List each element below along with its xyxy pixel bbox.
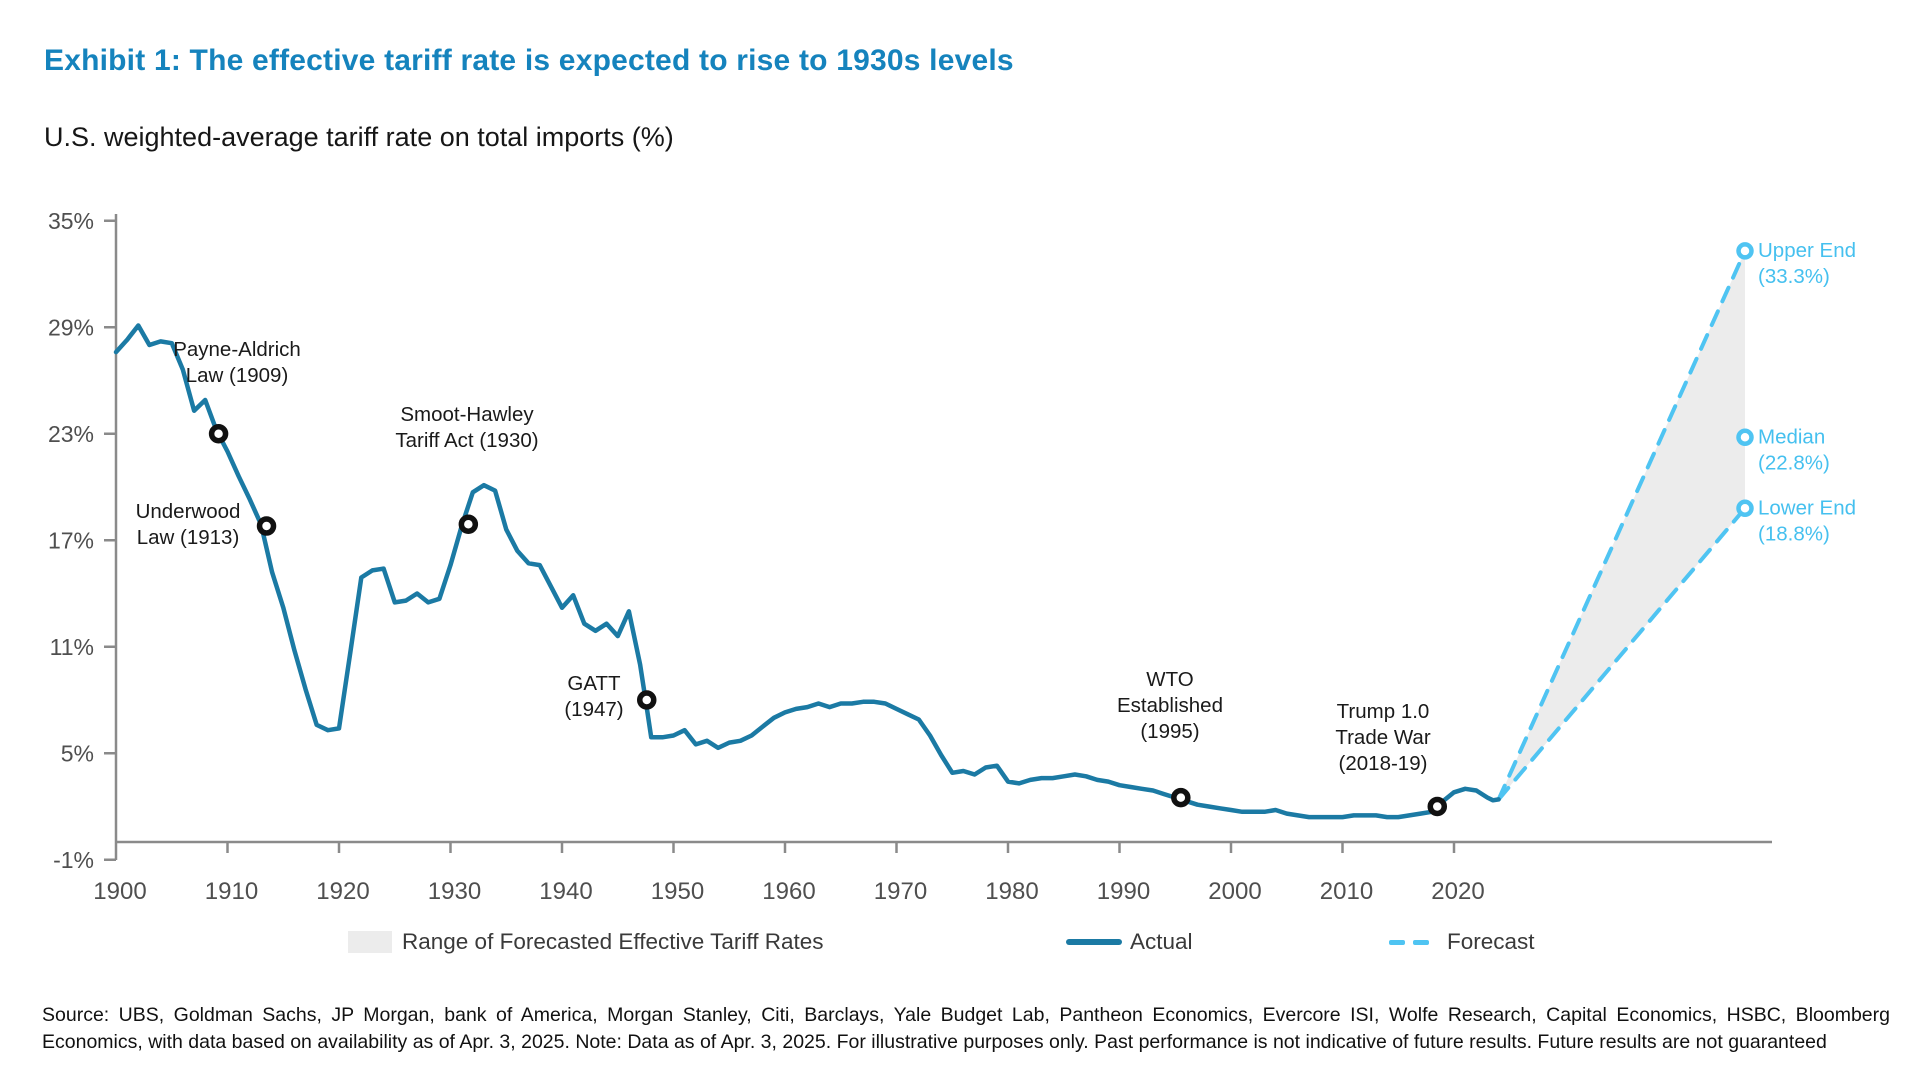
forecast-label: Lower End (18.8%)	[1758, 496, 1856, 545]
legend-range-label: Range of Forecasted Effective Tariff Rat…	[402, 929, 824, 954]
forecast-label: Median (22.8%)	[1758, 425, 1830, 474]
actual-series-line	[113, 323, 1501, 820]
event-annotation: Trump 1.0 Trade War (2018-19)	[1335, 700, 1430, 775]
x-tick-label: 1950	[651, 878, 704, 905]
legend-actual-label: Actual	[1130, 929, 1193, 954]
forecast-end-marker	[1736, 242, 1754, 260]
x-tick-label: 1920	[316, 878, 369, 905]
y-tick-label: 29%	[48, 314, 94, 340]
y-tick-label: 17%	[48, 527, 94, 553]
forecast-label: Upper End (33.3%)	[1758, 239, 1856, 288]
x-tick-label: 1930	[428, 878, 481, 905]
page-title: Exhibit 1: The effective tariff rate is …	[44, 44, 1014, 78]
event-marker	[458, 514, 479, 535]
x-tick-label: 2020	[1431, 878, 1484, 905]
x-tick-label: 1970	[874, 878, 927, 905]
event-marker	[208, 424, 229, 444]
y-tick-label: 5%	[61, 740, 94, 766]
x-tick-label: 2010	[1320, 878, 1373, 905]
legend-forecast-label: Forecast	[1447, 929, 1535, 954]
actual-line-icon	[1066, 939, 1122, 945]
source-note: Source: UBS, Goldman Sachs, JP Morgan, b…	[42, 1003, 1890, 1053]
event-annotation: Payne-Aldrich Law (1909)	[173, 338, 301, 387]
x-tick-label: 1900	[93, 878, 146, 905]
y-tick-label: 11%	[50, 634, 94, 660]
event-marker	[636, 690, 657, 710]
forecast-end-marker	[1736, 499, 1754, 518]
legend-item-forecast: Forecast	[1389, 926, 1535, 958]
legend-item-actual: Actual	[1066, 926, 1193, 958]
y-tick-label: 35%	[48, 208, 94, 234]
forecast-dash-icon	[1389, 939, 1437, 945]
range-swatch-icon	[348, 931, 392, 953]
chart-legend: Range of Forecasted Effective Tariff Rat…	[0, 926, 1920, 958]
x-tick-label: 1960	[762, 878, 815, 905]
x-tick-label: 1910	[205, 878, 258, 905]
x-tick-label: 2000	[1208, 878, 1261, 905]
forecast-dashed-line	[1496, 248, 1747, 802]
forecast-dashed-line	[1496, 506, 1747, 802]
event-marker	[1427, 796, 1448, 817]
event-annotation: WTO Established (1995)	[1117, 668, 1223, 743]
forecast-end-marker	[1736, 428, 1754, 447]
x-tick-label: 1940	[539, 878, 592, 905]
event-annotation: Smoot-Hawley Tariff Act (1930)	[395, 403, 538, 452]
x-tick-label: 1990	[1097, 878, 1150, 905]
legend-item-range: Range of Forecasted Effective Tariff Rat…	[348, 926, 823, 958]
x-tick-label: 1980	[985, 878, 1038, 905]
event-marker	[256, 516, 277, 536]
y-tick-label: 23%	[48, 421, 94, 447]
event-annotation: Underwood Law (1913)	[136, 500, 241, 549]
page-subtitle: U.S. weighted-average tariff rate on tot…	[44, 122, 674, 153]
event-annotation: GATT (1947)	[564, 672, 623, 721]
event-marker	[1171, 787, 1191, 808]
y-tick-label: -1%	[53, 847, 94, 873]
